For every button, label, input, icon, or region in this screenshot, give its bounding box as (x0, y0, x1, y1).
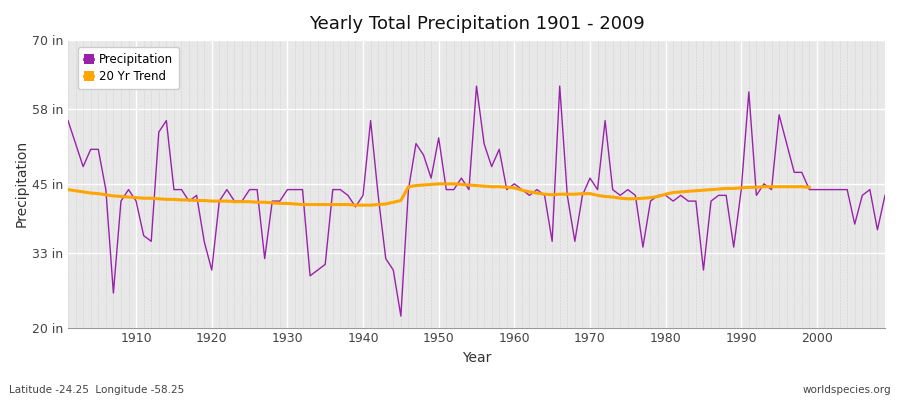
Y-axis label: Precipitation: Precipitation (15, 140, 29, 228)
Legend: Precipitation, 20 Yr Trend: Precipitation, 20 Yr Trend (78, 48, 179, 89)
Text: worldspecies.org: worldspecies.org (803, 385, 891, 395)
Text: Latitude -24.25  Longitude -58.25: Latitude -24.25 Longitude -58.25 (9, 385, 184, 395)
Title: Yearly Total Precipitation 1901 - 2009: Yearly Total Precipitation 1901 - 2009 (309, 15, 644, 33)
X-axis label: Year: Year (462, 351, 491, 365)
